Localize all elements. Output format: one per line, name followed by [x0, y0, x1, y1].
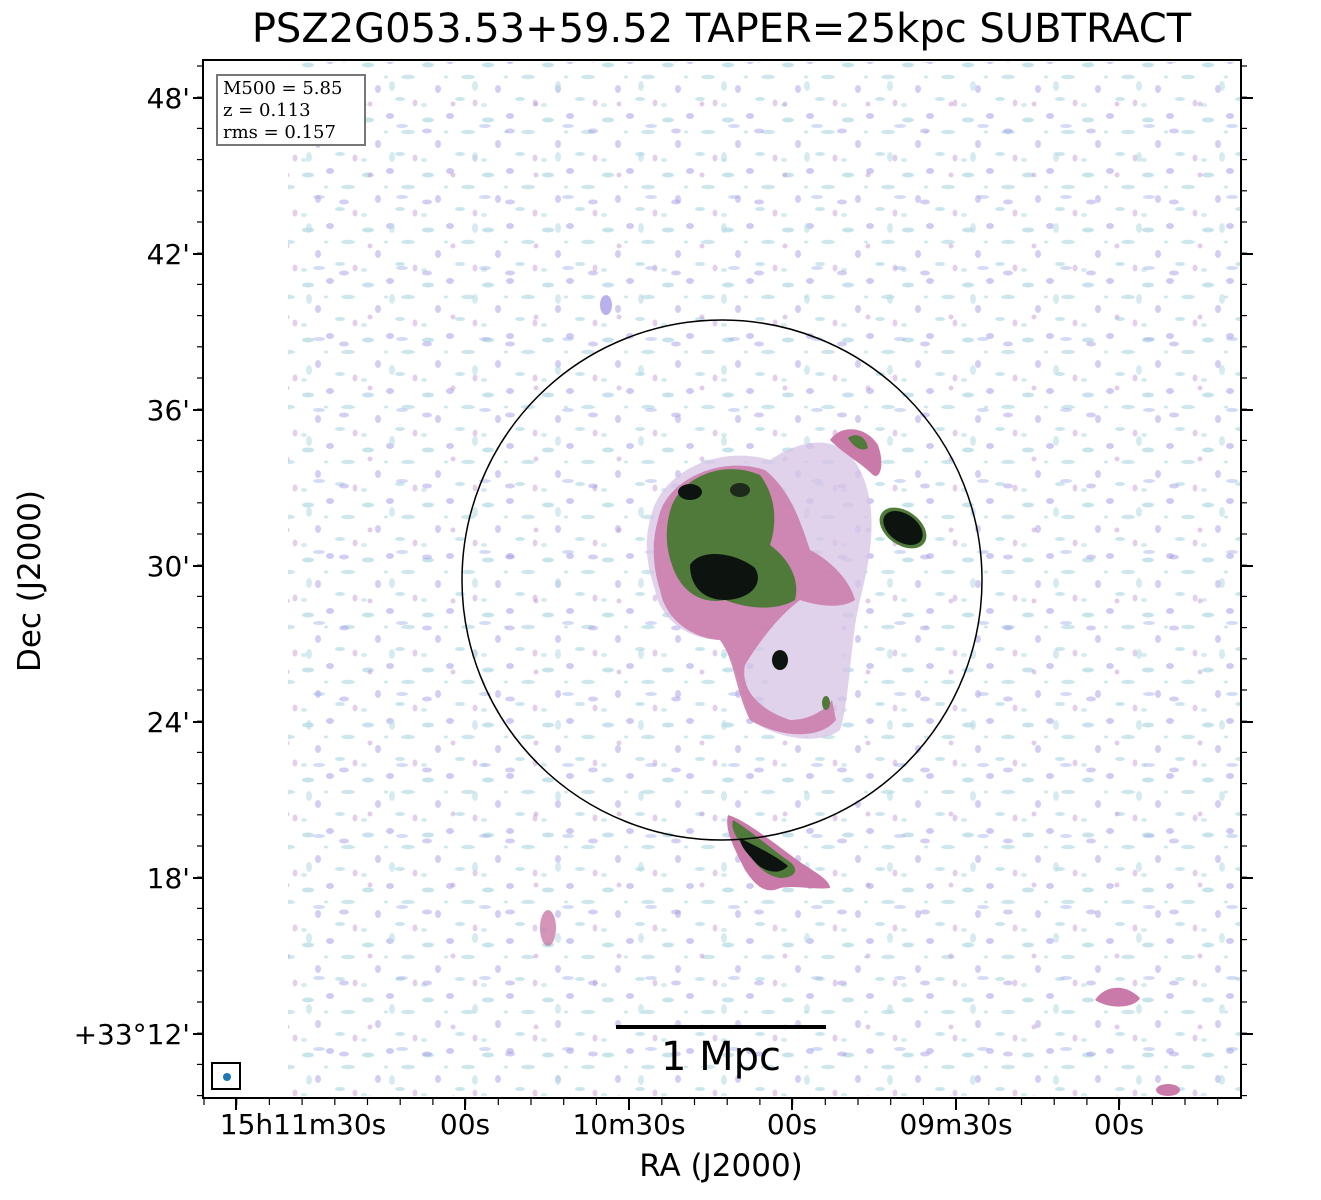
- beam-box: [211, 1062, 241, 1090]
- x-axis-title: RA (J2000): [639, 1148, 803, 1184]
- x-tick-label: 00s: [439, 1108, 491, 1141]
- y-tick-label: 42': [146, 238, 190, 271]
- halo-emission: [646, 442, 872, 739]
- y-axis-title: Dec (J2000): [12, 489, 48, 673]
- y-axis-ticks: [193, 97, 1253, 1035]
- x-tick-label: 09m30s: [899, 1108, 1013, 1141]
- compact-sources: [540, 295, 1180, 1096]
- x-tick-label: 10m30s: [572, 1108, 686, 1141]
- x-axis-minor-ticks: [203, 1098, 1219, 1105]
- y-tick-label: 18': [146, 862, 190, 895]
- y-tick-label: 36': [146, 394, 190, 427]
- beam-ellipse-icon: [223, 1073, 231, 1081]
- scale-bar: [616, 1025, 826, 1029]
- y-tick-label: 48': [146, 82, 190, 115]
- redshift-label: z = 0.113: [223, 100, 311, 121]
- y-tick-label: +33°12': [73, 1018, 190, 1051]
- y-tick-label: 24': [146, 706, 190, 739]
- y-tick-label: 30': [146, 550, 190, 583]
- rms-label: rms = 0.157: [223, 122, 336, 143]
- plot-frame: [202, 59, 1242, 1099]
- x-tick-label: 00s: [766, 1108, 818, 1141]
- x-tick-label: 15h11m30s: [219, 1108, 387, 1141]
- y-axis-minor-ticks: [197, 65, 1247, 1097]
- plot-title: PSZ2G053.53+59.52 TAPER=25kpc SUBTRACT: [251, 6, 1192, 52]
- x-tick-label: 00s: [1093, 1108, 1145, 1141]
- mass-label: M500 = 5.85: [223, 78, 343, 99]
- scale-bar-label: 1 Mpc: [660, 1034, 782, 1080]
- cluster-info-box: M500 = 5.85 z = 0.113 rms = 0.157: [216, 74, 366, 146]
- r500-circle: [461, 319, 983, 841]
